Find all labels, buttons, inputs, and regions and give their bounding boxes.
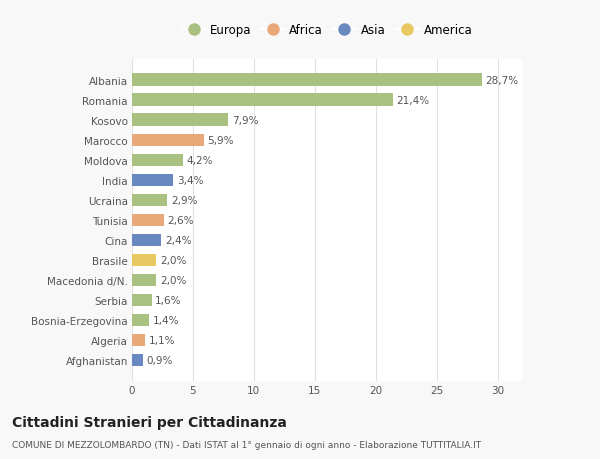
Text: 2,0%: 2,0% <box>160 275 187 285</box>
Text: 3,4%: 3,4% <box>177 175 203 185</box>
Text: Cittadini Stranieri per Cittadinanza: Cittadini Stranieri per Cittadinanza <box>12 415 287 429</box>
Text: 28,7%: 28,7% <box>485 75 518 85</box>
Bar <box>132 334 145 347</box>
Text: 2,0%: 2,0% <box>160 255 187 265</box>
Bar <box>132 134 204 146</box>
Bar <box>132 114 228 127</box>
Bar <box>132 214 164 226</box>
Bar <box>132 154 183 167</box>
Text: 2,4%: 2,4% <box>165 235 191 245</box>
Bar <box>132 294 151 307</box>
Text: COMUNE DI MEZZOLOMBARDO (TN) - Dati ISTAT al 1° gennaio di ogni anno - Elaborazi: COMUNE DI MEZZOLOMBARDO (TN) - Dati ISTA… <box>12 440 481 449</box>
Bar <box>132 74 482 87</box>
Bar <box>132 354 143 366</box>
Bar <box>132 254 157 267</box>
Bar <box>132 194 167 207</box>
Text: 1,6%: 1,6% <box>155 295 182 305</box>
Text: 0,9%: 0,9% <box>146 355 173 365</box>
Text: 1,1%: 1,1% <box>149 335 176 345</box>
Bar <box>132 314 149 326</box>
Text: 1,4%: 1,4% <box>153 315 179 325</box>
Text: 4,2%: 4,2% <box>187 156 214 165</box>
Text: 2,6%: 2,6% <box>167 215 194 225</box>
Text: 7,9%: 7,9% <box>232 115 259 125</box>
Bar <box>132 234 161 246</box>
Text: 2,9%: 2,9% <box>171 196 197 205</box>
Legend: Europa, Africa, Asia, America: Europa, Africa, Asia, America <box>182 24 472 37</box>
Bar <box>132 274 157 286</box>
Bar <box>132 94 393 106</box>
Bar <box>132 174 173 186</box>
Text: 5,9%: 5,9% <box>208 135 234 146</box>
Text: 21,4%: 21,4% <box>397 95 430 106</box>
